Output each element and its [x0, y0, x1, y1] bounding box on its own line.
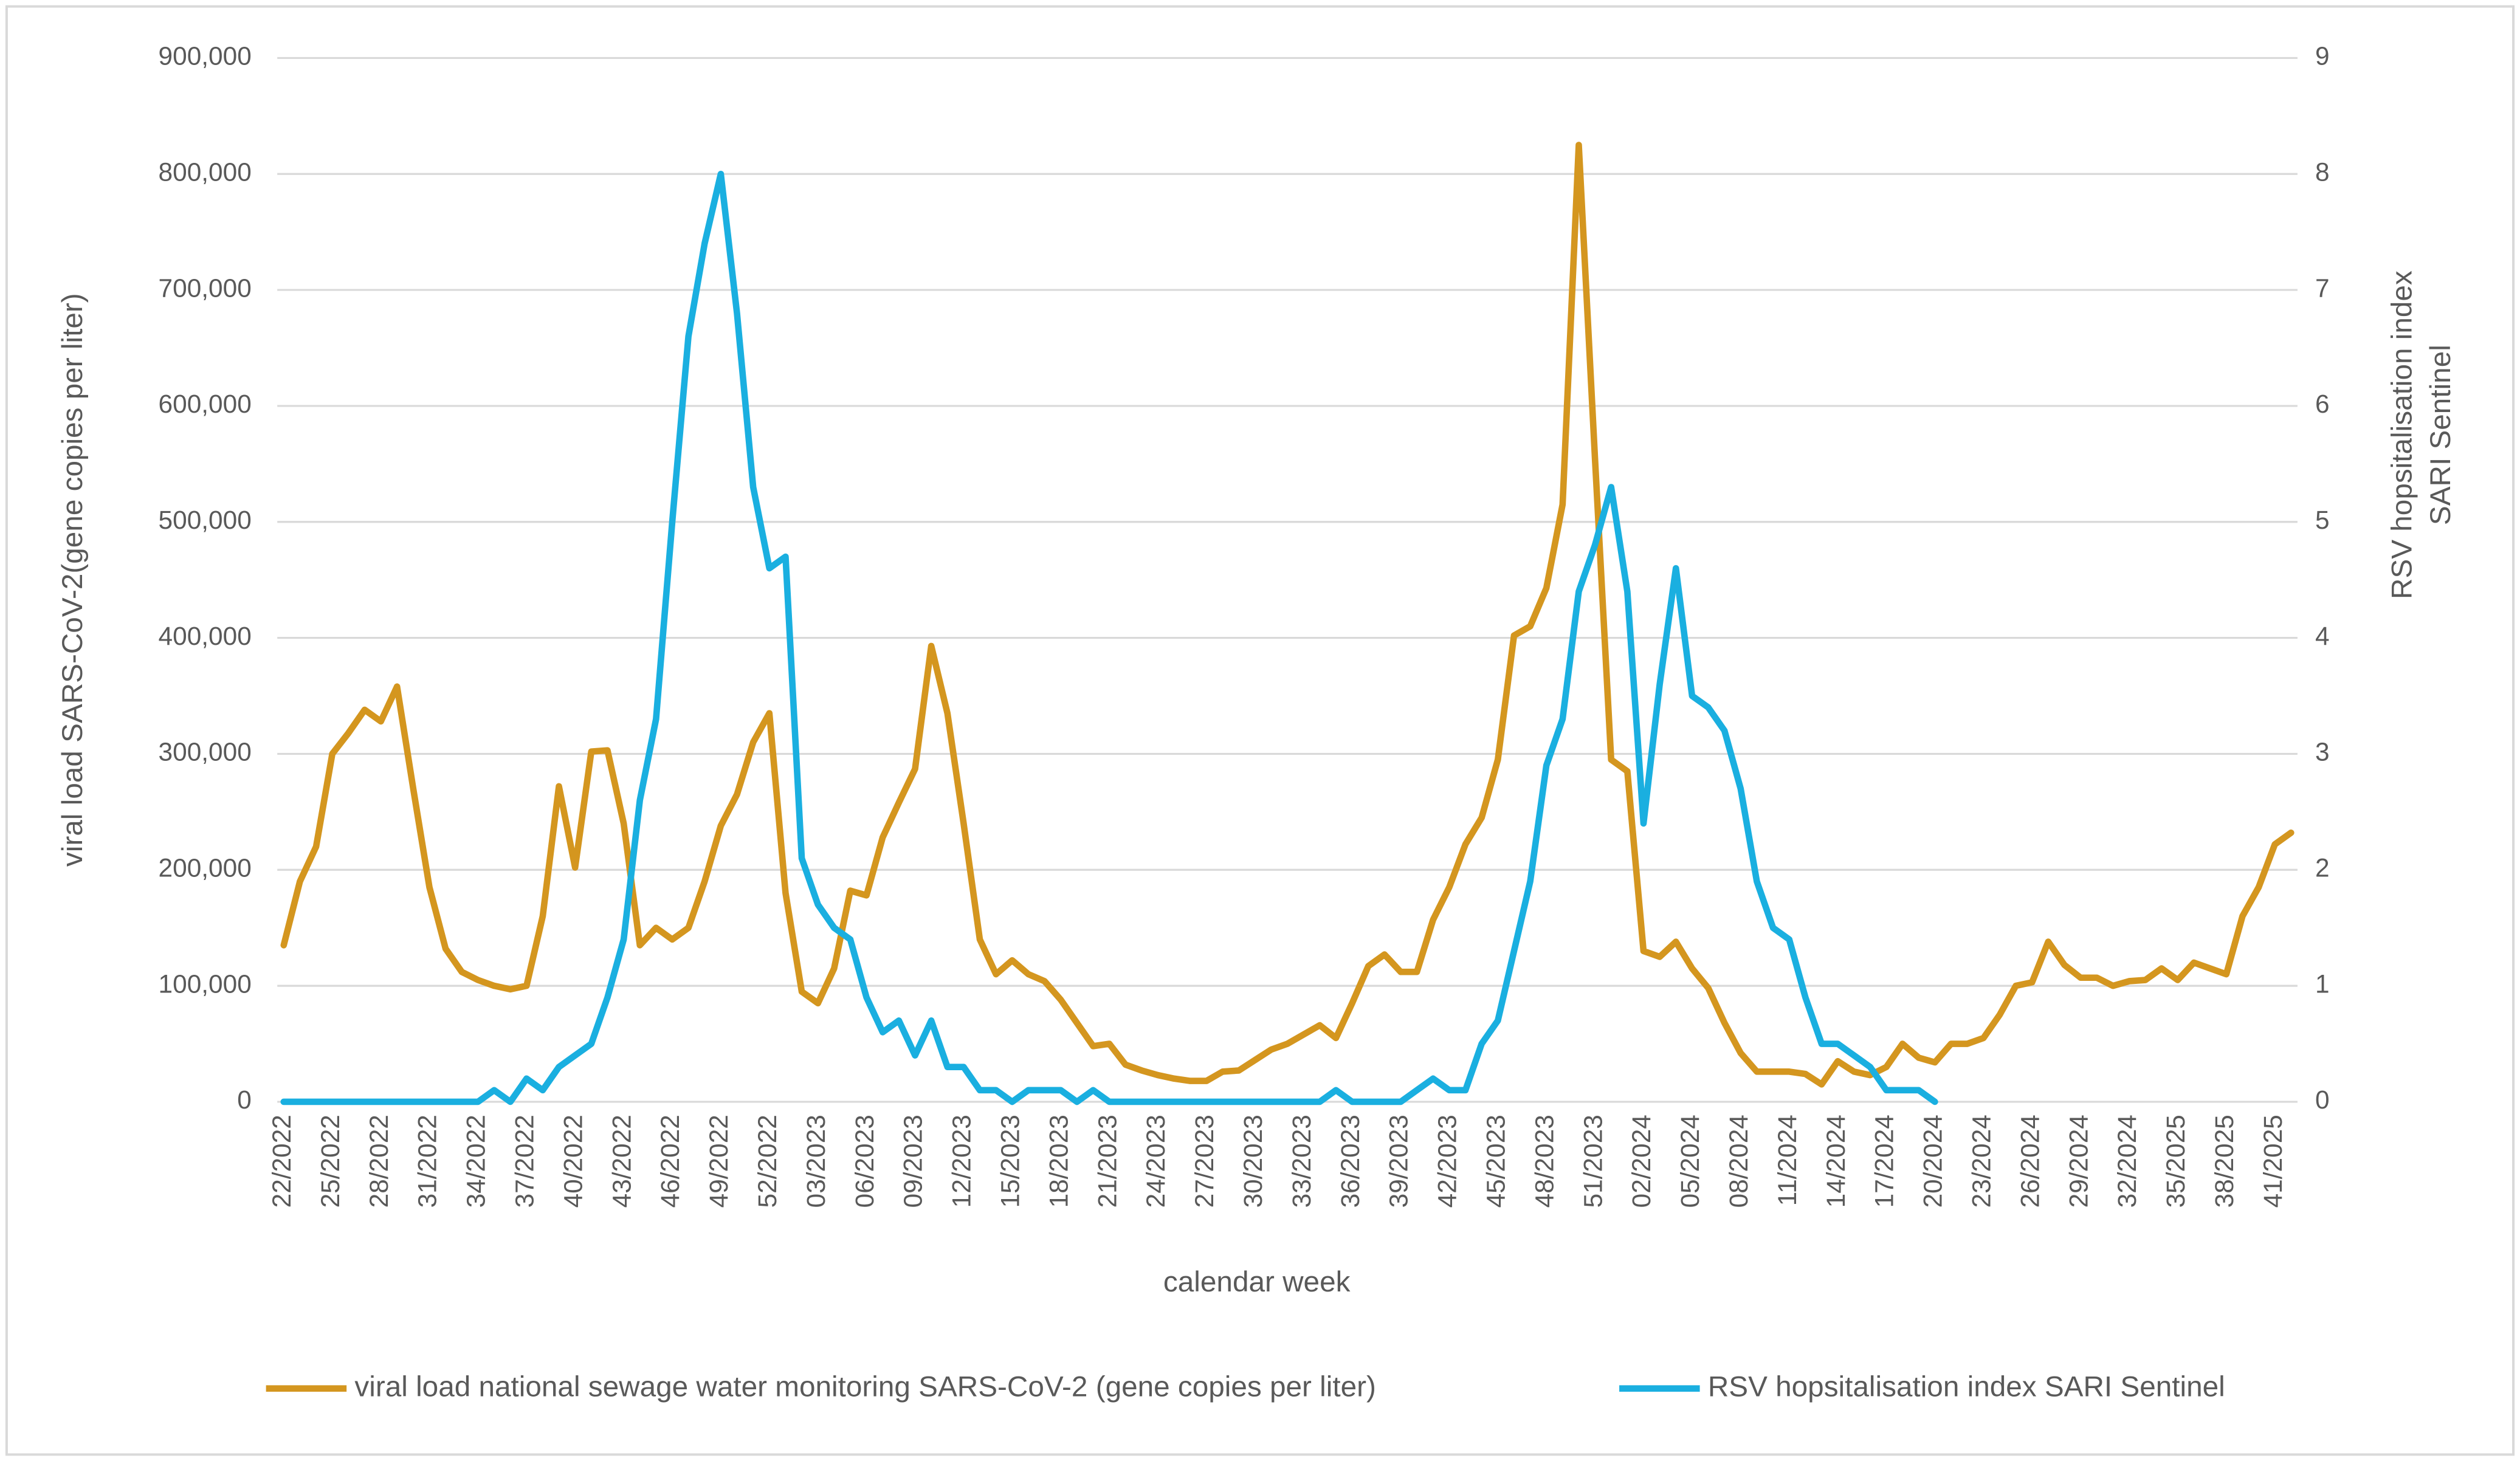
x-tick-label: 39/2023	[1385, 1115, 1413, 1208]
x-tick-label: 03/2023	[802, 1115, 830, 1208]
x-tick-label: 05/2024	[1676, 1115, 1704, 1208]
x-tick-label: 27/2023	[1190, 1115, 1219, 1208]
x-tick-label: 31/2022	[413, 1115, 442, 1208]
x-tick-label: 46/2022	[656, 1115, 684, 1208]
y-tick-label: 500,000	[159, 506, 252, 534]
y-tick-label: 800,000	[159, 157, 252, 186]
y2-tick-label: 5	[2315, 506, 2330, 534]
x-tick-label: 22/2022	[267, 1115, 296, 1208]
x-tick-label: 48/2023	[1530, 1115, 1558, 1208]
x-tick-label: 43/2022	[607, 1115, 636, 1208]
y-tick-label: 600,000	[159, 390, 252, 418]
x-tick-label: 52/2022	[753, 1115, 782, 1208]
y2-tick-label: 3	[2315, 738, 2330, 766]
y-tick-label: 300,000	[159, 738, 252, 766]
x-tick-label: 25/2022	[316, 1115, 345, 1208]
x-tick-label: 45/2023	[1481, 1115, 1510, 1208]
x-tick-label: 20/2024	[1919, 1115, 1947, 1208]
x-tick-label: 41/2025	[2259, 1115, 2287, 1208]
x-tick-label: 06/2023	[850, 1115, 879, 1208]
y2-tick-label: 1	[2315, 969, 2330, 998]
series-line	[280, 142, 2295, 1088]
x-tick-label: 33/2023	[1287, 1115, 1316, 1208]
x-tick-label: 29/2024	[2064, 1115, 2093, 1208]
y-tick-label: 400,000	[159, 622, 252, 650]
x-tick-label: 09/2023	[899, 1115, 928, 1208]
x-tick-label: 40/2022	[559, 1115, 587, 1208]
y-tick-label: 900,000	[159, 42, 252, 70]
y2-tick-label: 2	[2315, 853, 2330, 882]
x-tick-label: 49/2022	[704, 1115, 733, 1208]
x-tick-label: 08/2024	[1724, 1115, 1753, 1208]
x-tick-label: 23/2024	[1967, 1115, 1995, 1208]
y-tick-label: 0	[237, 1085, 252, 1114]
y2-tick-label: 6	[2315, 390, 2330, 418]
y2-tick-label: 8	[2315, 157, 2330, 186]
x-tick-label: 51/2023	[1578, 1115, 1607, 1208]
y2-tick-label: 4	[2315, 622, 2330, 650]
y2-axis-title: RSV hopsitalisation index	[2386, 270, 2418, 599]
y2-tick-label: 0	[2315, 1085, 2330, 1114]
x-tick-label: 28/2022	[365, 1115, 393, 1208]
legend-label: viral load national sewage water monitor…	[354, 1370, 1376, 1403]
x-tick-label: 30/2023	[1239, 1115, 1267, 1208]
x-tick-label: 32/2024	[2113, 1115, 2141, 1208]
y-tick-label: 700,000	[159, 273, 252, 302]
chart-border	[5, 5, 2515, 1456]
y-axis-title: viral load SARS-CoV-2(gene copies per li…	[57, 293, 89, 867]
x-tick-label: 26/2024	[2016, 1115, 2044, 1208]
x-tick-label: 36/2023	[1336, 1115, 1365, 1208]
x-tick-label: 34/2022	[462, 1115, 491, 1208]
legend-label: RSV hopsitalisation index SARI Sentinel	[1708, 1370, 2225, 1403]
x-tick-label: 35/2025	[2161, 1115, 2190, 1208]
x-tick-label: 42/2023	[1433, 1115, 1462, 1208]
x-tick-label: 37/2022	[511, 1115, 539, 1208]
x-tick-label: 11/2024	[1773, 1115, 1802, 1206]
x-tick-label: 38/2025	[2210, 1115, 2239, 1208]
x-tick-label: 17/2024	[1870, 1115, 1899, 1208]
x-tick-label: 18/2023	[1044, 1115, 1073, 1208]
x-tick-label: 15/2023	[996, 1115, 1024, 1208]
series-line	[280, 170, 1938, 1105]
x-tick-label: 24/2023	[1141, 1115, 1170, 1208]
x-tick-label: 12/2023	[948, 1115, 976, 1208]
y-tick-label: 100,000	[159, 969, 252, 998]
x-tick-label: 14/2024	[1822, 1115, 1850, 1208]
y2-axis-title: SARI Sentinel	[2425, 345, 2457, 525]
x-tick-label: 02/2024	[1627, 1115, 1656, 1208]
y-tick-label: 200,000	[159, 853, 252, 882]
y2-tick-label: 7	[2315, 273, 2330, 302]
x-axis-title: calendar week	[1163, 1266, 1351, 1298]
y2-tick-label: 9	[2315, 42, 2330, 70]
x-tick-label: 21/2023	[1093, 1115, 1121, 1208]
